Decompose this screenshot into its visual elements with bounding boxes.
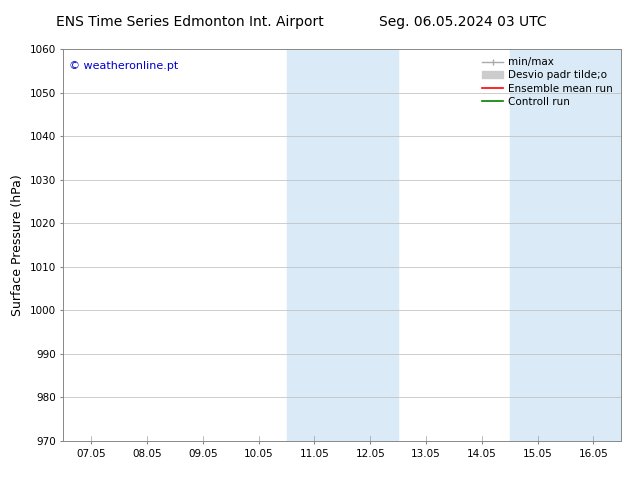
Legend: min/max, Desvio padr tilde;o, Ensemble mean run, Controll run: min/max, Desvio padr tilde;o, Ensemble m… (479, 54, 616, 110)
Bar (287, 49, 342, 441)
Bar (510, 49, 566, 441)
Text: Seg. 06.05.2024 03 UTC: Seg. 06.05.2024 03 UTC (379, 15, 547, 29)
Text: © weatheronline.pt: © weatheronline.pt (69, 61, 178, 71)
Text: ENS Time Series Edmonton Int. Airport: ENS Time Series Edmonton Int. Airport (56, 15, 324, 29)
Y-axis label: Surface Pressure (hPa): Surface Pressure (hPa) (11, 174, 24, 316)
Bar (342, 49, 398, 441)
Bar (566, 49, 621, 441)
